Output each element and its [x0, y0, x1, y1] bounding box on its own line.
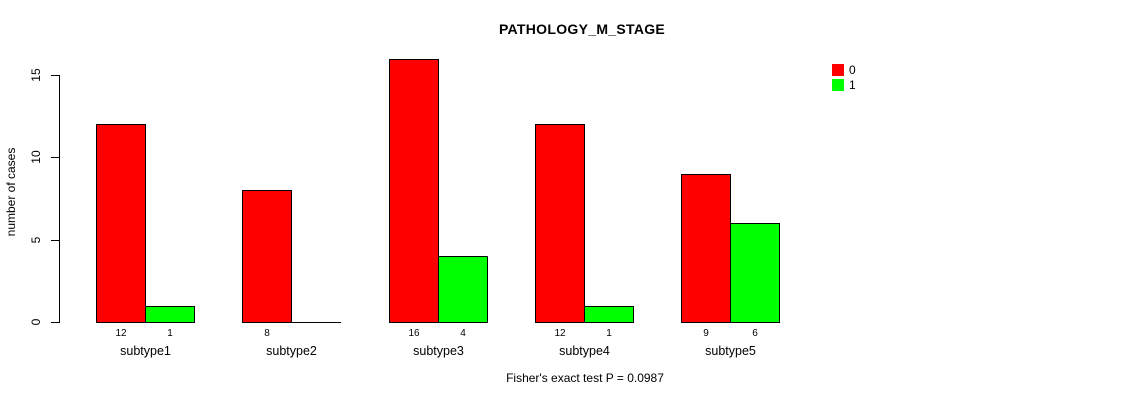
- y-axis-title: number of cases: [4, 147, 18, 237]
- bar-subtype4-series0: [535, 124, 585, 323]
- y-axis-tick-label: 15: [29, 68, 43, 82]
- chart-title: PATHOLOGY_M_STAGE: [498, 21, 666, 37]
- bar-value-label: 6: [752, 328, 758, 339]
- bar-value-label: 8: [264, 328, 270, 339]
- bar-value-label: 9: [703, 328, 709, 339]
- bar-subtype5-series1: [730, 223, 780, 323]
- category-label-subtype5: subtype5: [705, 344, 756, 358]
- legend-label: 0: [849, 63, 856, 77]
- legend-item: 1: [832, 79, 856, 91]
- y-axis-tick-label: 0: [29, 318, 43, 326]
- bar-subtype3-series0: [389, 59, 439, 323]
- y-axis-tick: [51, 157, 59, 159]
- bar-value-label: 12: [115, 328, 127, 339]
- category-label-subtype1: subtype1: [120, 344, 171, 358]
- bar-subtype4-series1: [584, 306, 634, 323]
- bar-value-label: 4: [460, 328, 466, 339]
- bar-value-label: 12: [554, 328, 566, 339]
- category-label-subtype3: subtype3: [413, 344, 464, 358]
- statistical-test-annotation: Fisher's exact test P = 0.0987: [506, 371, 664, 385]
- y-axis-tick-label: 5: [29, 236, 43, 243]
- y-axis-tick: [51, 239, 59, 241]
- legend-swatch: [832, 79, 844, 91]
- category-label-subtype2: subtype2: [266, 344, 317, 358]
- bar-subtype3-series1: [438, 256, 488, 323]
- y-axis-line: [59, 75, 60, 323]
- bar-value-label: 1: [606, 328, 612, 339]
- y-axis-tick: [51, 74, 59, 76]
- legend-item: 0: [832, 64, 856, 76]
- y-axis-tick: [51, 322, 59, 323]
- legend-label: 1: [849, 78, 856, 92]
- bar-subtype5-series0: [681, 174, 731, 323]
- bar-subtype1-series0: [96, 124, 146, 323]
- bar-value-label: 16: [408, 328, 420, 339]
- bar-value-label: 1: [167, 328, 173, 339]
- bar-subtype2-series0: [242, 190, 292, 323]
- bar-subtype1-series1: [145, 306, 195, 323]
- category-label-subtype4: subtype4: [559, 344, 610, 358]
- legend-swatch: [832, 64, 844, 76]
- y-axis-tick-label: 10: [29, 150, 43, 165]
